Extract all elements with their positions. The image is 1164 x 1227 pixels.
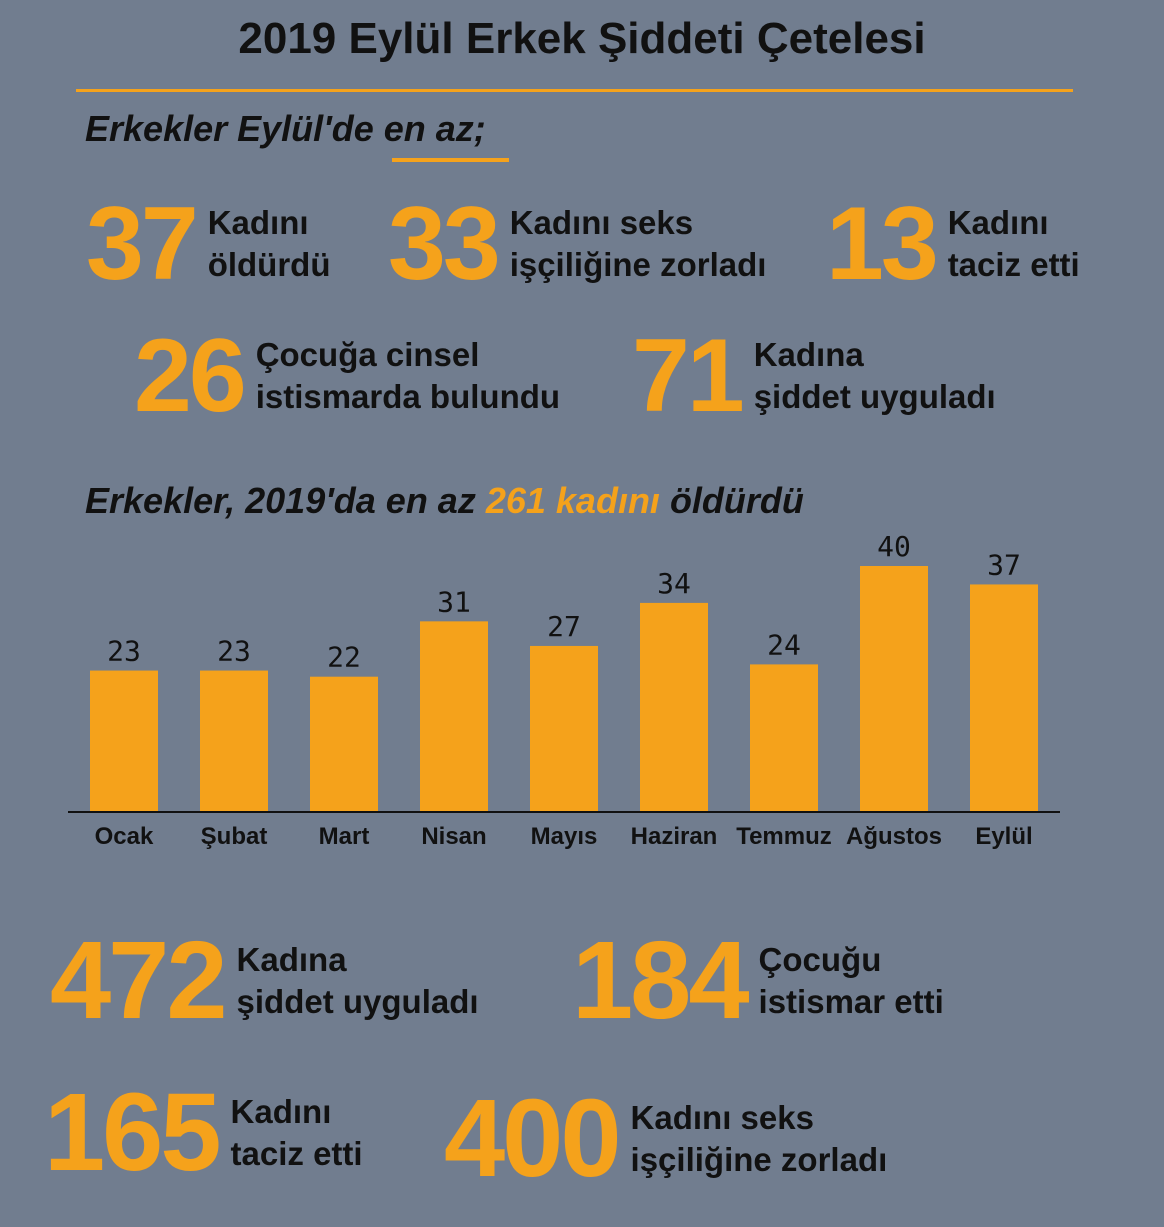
title-underline [76, 89, 1073, 92]
stat-label: Kadını seks işçiliğine zorladı [509, 203, 767, 283]
stat-number: 472 [50, 919, 228, 1042]
year-heading-highlight: 261 kadını [485, 480, 660, 521]
bar-0 [90, 670, 158, 812]
bar-value-label: 40 [877, 530, 911, 563]
stat-label: Kadını öldürdü [207, 203, 331, 283]
bar-value-label: 37 [987, 548, 1021, 581]
bar-value-label: 27 [547, 610, 581, 643]
stat-violence: 71 Kadına şiddet uyguladı [632, 324, 996, 428]
bar-3 [420, 621, 488, 812]
bars: 23 Ocak 23 Şubat 22 Mart 31 Nisan 27 Mayıs 34 Hazir… [90, 530, 1038, 850]
bar-6 [750, 664, 818, 812]
september-heading-text: Erkekler Eylül'de [85, 108, 384, 149]
stat-number: 71 [632, 318, 745, 434]
stat-year-harassment: 165 Kadını taciz etti [44, 1078, 363, 1188]
stat-child-abuse: 26 Çocuğa cinsel istismarda bulundu [134, 324, 560, 428]
bar-8 [970, 584, 1038, 812]
stat-year-child-abuse: 184 Çocuğu istismar etti [572, 926, 944, 1036]
category-label: Ağustos [846, 823, 942, 850]
bar-1 [200, 670, 268, 812]
stat-year-violence: 472 Kadına şiddet uyguladı [50, 926, 479, 1036]
stat-label: Çocuğa cinsel istismarda bulundu [255, 335, 561, 415]
category-label: Nisan [421, 823, 486, 850]
category-label: Mart [319, 823, 370, 850]
stat-harassment: 13 Kadını taciz etti [826, 192, 1080, 296]
stat-number: 37 [86, 186, 199, 302]
category-label: Eylül [975, 823, 1032, 850]
stat-label: Kadını taciz etti [947, 203, 1080, 283]
september-heading-emphasis: en az; [383, 108, 486, 149]
stat-label: Kadını taciz etti [230, 1092, 363, 1172]
stat-label: Kadına şiddet uyguladı [753, 335, 996, 415]
heading-underline [392, 158, 509, 162]
monthly-femicide-bar-chart: 23 Ocak 23 Şubat 22 Mart 31 Nisan 27 Mayıs 34 Hazir… [68, 530, 1060, 850]
stat-number: 13 [826, 186, 939, 302]
stat-label: Çocuğu istismar etti [758, 940, 944, 1020]
year-heading: Erkekler, 2019'da en az 261 kadını öldür… [85, 480, 804, 522]
page-title: 2019 Eylül Erkek Şiddeti Çetelesi [238, 14, 926, 63]
bar-value-label: 22 [327, 641, 361, 674]
year-heading-text-end: öldürdü [659, 480, 804, 521]
stat-label: Kadına şiddet uyguladı [236, 940, 479, 1020]
bar-2 [310, 676, 378, 812]
category-label: Haziran [631, 823, 718, 850]
stat-number: 33 [388, 186, 501, 302]
stat-number: 26 [134, 318, 247, 434]
bar-value-label: 23 [107, 635, 141, 668]
stat-label: Kadını seks işçiliğine zorladı [630, 1098, 888, 1178]
stat-number: 184 [572, 919, 750, 1042]
bar-value-label: 24 [767, 628, 801, 661]
bar-5 [640, 602, 708, 812]
bar-value-label: 34 [657, 567, 691, 600]
bar-4 [530, 645, 598, 812]
september-heading: Erkekler Eylül'de en az; [85, 108, 486, 150]
bar-value-label: 23 [217, 635, 251, 668]
category-label: Şubat [201, 823, 268, 850]
bar-7 [860, 566, 928, 812]
stat-year-sex-work: 400 Kadını seks işçiliğine zorladı [444, 1084, 887, 1194]
stat-killed: 37 Kadını öldürdü [86, 192, 331, 296]
bar-value-label: 31 [437, 585, 471, 618]
stat-number: 165 [44, 1071, 222, 1194]
year-heading-text: Erkekler, 2019'da en az [85, 480, 486, 521]
category-label: Mayıs [531, 823, 598, 850]
stat-number: 400 [444, 1077, 622, 1200]
stat-sex-work: 33 Kadını seks işçiliğine zorladı [388, 192, 766, 296]
category-label: Temmuz [736, 823, 832, 850]
category-label: Ocak [95, 823, 154, 850]
